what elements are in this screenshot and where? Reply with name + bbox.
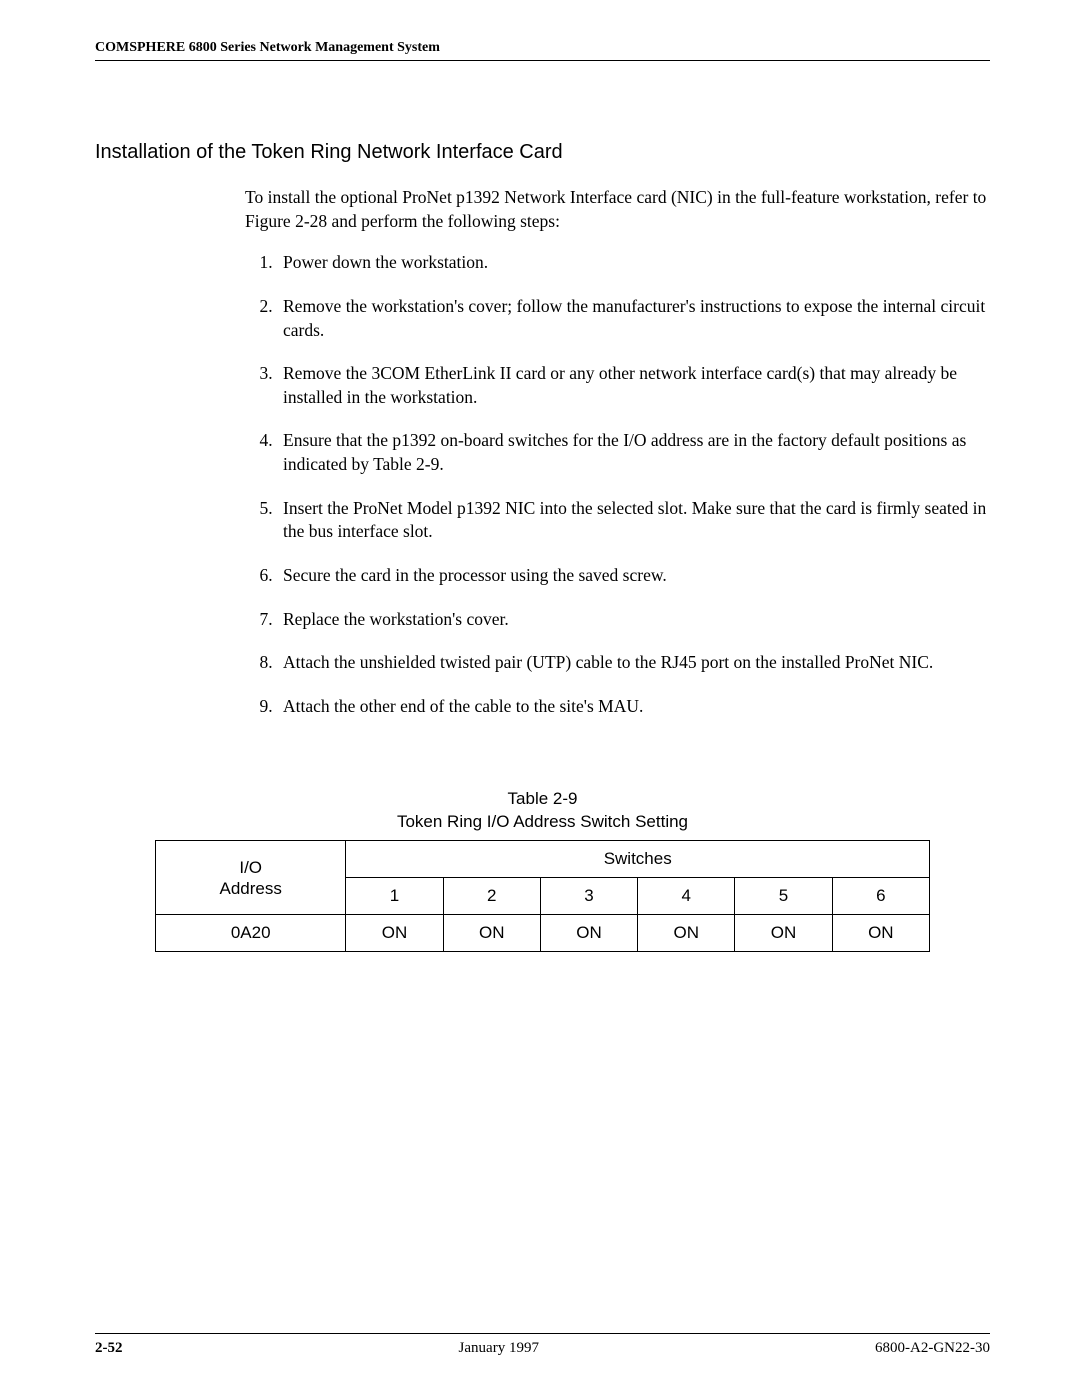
list-item: Attach the unshielded twisted pair (UTP)… bbox=[277, 651, 990, 675]
table-row: 0A20 ON ON ON ON ON ON bbox=[156, 915, 930, 952]
io-label-line1: I/O bbox=[239, 858, 262, 877]
list-item: Secure the card in the processor using t… bbox=[277, 564, 990, 588]
page-number: 2-52 bbox=[95, 1340, 123, 1357]
switch-value: ON bbox=[735, 915, 832, 952]
step-list: Power down the workstation. Remove the w… bbox=[245, 251, 990, 718]
running-head: COMSPHERE 6800 Series Network Management… bbox=[95, 40, 990, 61]
intro-paragraph: To install the optional ProNet p1392 Net… bbox=[245, 186, 990, 233]
table-row: I/O Address Switches bbox=[156, 841, 930, 878]
switch-value: ON bbox=[443, 915, 540, 952]
page: COMSPHERE 6800 Series Network Management… bbox=[0, 0, 1080, 1397]
table-caption: Table 2-9 Token Ring I/O Address Switch … bbox=[95, 788, 990, 834]
caption-line-1: Table 2-9 bbox=[508, 789, 578, 808]
switch-number: 2 bbox=[443, 878, 540, 915]
switch-value: ON bbox=[346, 915, 443, 952]
list-item: Remove the 3COM EtherLink II card or any… bbox=[277, 362, 990, 409]
io-address-header: I/O Address bbox=[156, 841, 346, 915]
list-item: Ensure that the p1392 on-board switches … bbox=[277, 429, 990, 476]
io-label-line2: Address bbox=[220, 879, 282, 898]
list-item: Replace the workstation's cover. bbox=[277, 608, 990, 632]
switch-number: 4 bbox=[638, 878, 735, 915]
switch-table: I/O Address Switches 1 2 3 4 5 6 0A20 ON… bbox=[155, 840, 930, 952]
switch-number: 5 bbox=[735, 878, 832, 915]
section-title: Installation of the Token Ring Network I… bbox=[95, 141, 990, 164]
switch-value: ON bbox=[540, 915, 637, 952]
switch-number: 3 bbox=[540, 878, 637, 915]
body-content: To install the optional ProNet p1392 Net… bbox=[245, 186, 990, 718]
switches-header: Switches bbox=[346, 841, 930, 878]
table-container: I/O Address Switches 1 2 3 4 5 6 0A20 ON… bbox=[155, 840, 930, 952]
footer-date: January 1997 bbox=[459, 1340, 539, 1357]
list-item: Insert the ProNet Model p1392 NIC into t… bbox=[277, 497, 990, 544]
list-item: Power down the workstation. bbox=[277, 251, 990, 275]
document-number: 6800-A2-GN22-30 bbox=[875, 1340, 990, 1357]
switch-number: 6 bbox=[832, 878, 929, 915]
switch-value: ON bbox=[638, 915, 735, 952]
list-item: Attach the other end of the cable to the… bbox=[277, 695, 990, 719]
page-footer: 2-52 January 1997 6800-A2-GN22-30 bbox=[95, 1333, 990, 1357]
list-item: Remove the workstation's cover; follow t… bbox=[277, 295, 990, 342]
switch-number: 1 bbox=[346, 878, 443, 915]
io-address-cell: 0A20 bbox=[156, 915, 346, 952]
caption-line-2: Token Ring I/O Address Switch Setting bbox=[397, 812, 688, 831]
switch-value: ON bbox=[832, 915, 929, 952]
